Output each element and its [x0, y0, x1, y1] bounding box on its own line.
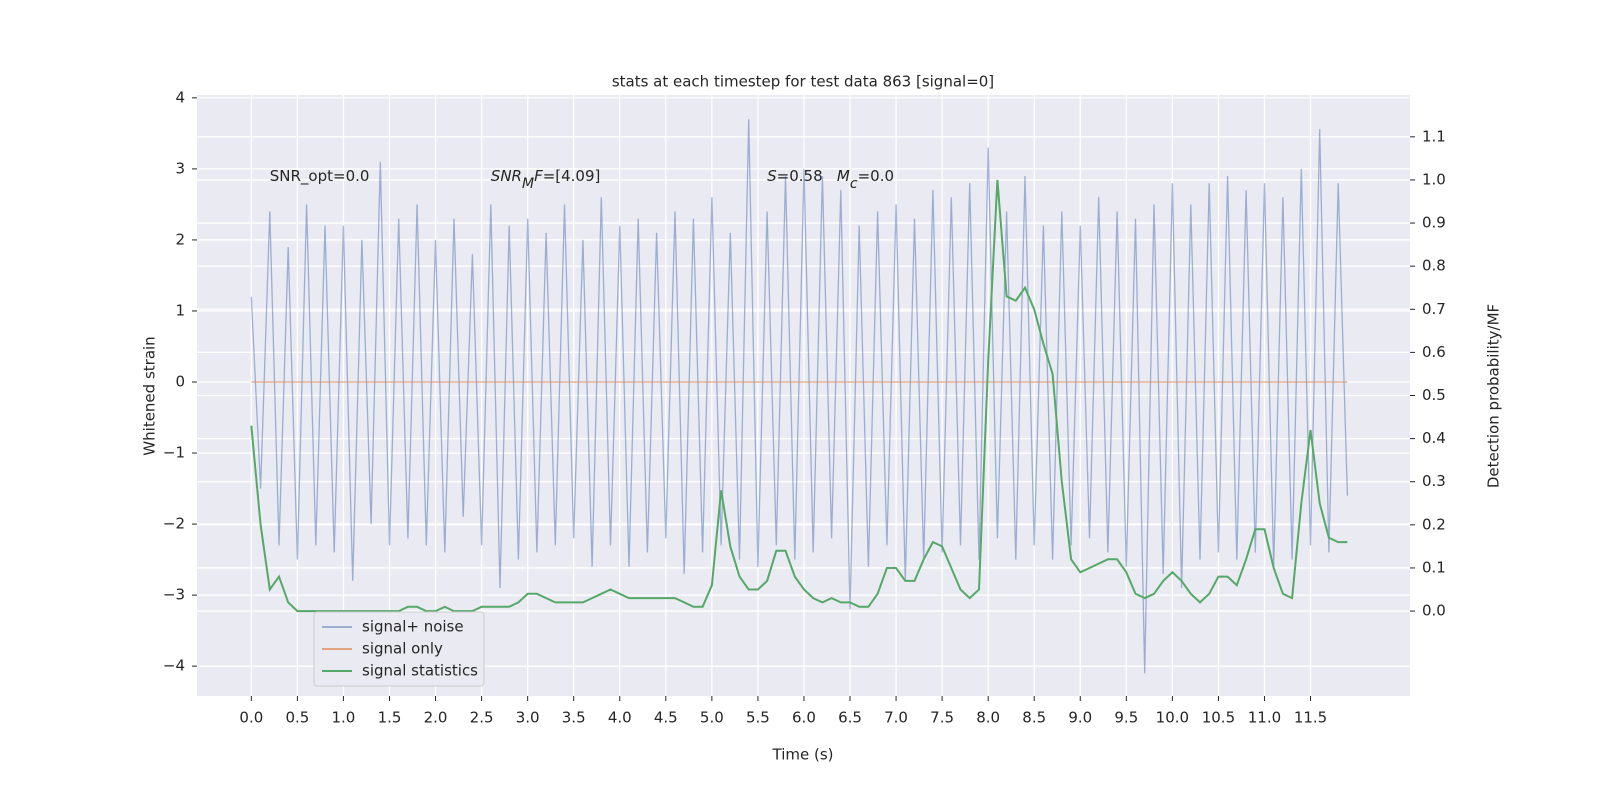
y2-tick-label: 0.6: [1422, 343, 1446, 361]
legend-label: signal+ noise: [362, 618, 464, 636]
series-line: [250, 179, 1348, 613]
annotation-part: F: [534, 166, 543, 184]
x-tick-label: 6.5: [838, 709, 862, 727]
y2-axis-label: Detection probability/MF: [1485, 304, 1503, 488]
annotation-part: =0.58: [777, 166, 837, 184]
x-tick-label: 10.0: [1156, 709, 1189, 727]
annotation-part: M: [522, 176, 534, 192]
x-tick-label: 8.5: [1022, 709, 1046, 727]
y-tick-label: −1: [163, 444, 185, 462]
x-tick-label: 3.0: [516, 709, 540, 727]
x-tick-label: 4.0: [608, 709, 632, 727]
x-tick-label: 2.5: [470, 709, 494, 727]
x-tick-label: 7.0: [884, 709, 908, 727]
annotation: S=0.58 Mc=0.0: [767, 166, 894, 192]
annotation: SNRMF=[4.09]: [491, 166, 601, 192]
x-axis-label: Time (s): [772, 746, 834, 764]
x-tick-label: 9.0: [1068, 709, 1092, 727]
y2-tick-label: 0.1: [1422, 558, 1446, 576]
annotation-part: M: [837, 166, 850, 184]
x-tick-label: 10.5: [1202, 709, 1235, 727]
y2-tick-label: 0.0: [1422, 602, 1446, 620]
y2-tick-label: 0.5: [1422, 386, 1446, 404]
series-line: [250, 119, 1349, 674]
x-tick-label: 2.0: [424, 709, 448, 727]
x-tick-label: 0.0: [239, 709, 263, 727]
y2-tick-label: 0.4: [1422, 429, 1446, 447]
x-tick-label: 3.5: [562, 709, 586, 727]
annotation-part: =[4.09]: [543, 166, 601, 184]
y2-tick-label: 0.2: [1422, 515, 1446, 533]
y-tick-label: 0: [175, 373, 185, 391]
y-tick-label: 2: [175, 230, 185, 248]
legend-box: [313, 611, 485, 687]
y-axis-label: Whitened strain: [141, 336, 159, 455]
chart-title: stats at each timestep for test data 863…: [612, 73, 994, 91]
x-tick-label: 9.5: [1114, 709, 1138, 727]
annotation-part: =0.0: [858, 166, 894, 184]
x-tick-label: 8.0: [976, 709, 1000, 727]
y2-tick-label: 0.7: [1422, 300, 1446, 318]
y2-tick-label: 0.3: [1422, 472, 1446, 490]
y2-tick-label: 1.1: [1422, 127, 1446, 145]
legend-label: signal only: [362, 640, 443, 658]
x-tick-label: 0.5: [285, 709, 309, 727]
annotation-part: c: [850, 176, 858, 192]
x-tick-label: 1.5: [378, 709, 402, 727]
x-tick-label: 1.0: [332, 709, 356, 727]
y2-tick-label: 0.9: [1422, 214, 1446, 232]
annotation-part: SNR: [491, 166, 522, 184]
x-tick-label: 5.5: [746, 709, 770, 727]
x-tick-label: 11.5: [1294, 709, 1327, 727]
annotation-part: SNR_opt=0.0: [270, 166, 370, 185]
annotation-part: S: [767, 166, 777, 184]
y-tick-label: 3: [175, 159, 185, 177]
y-tick-label: −4: [163, 657, 185, 675]
x-tick-label: 6.0: [792, 709, 816, 727]
y-tick-label: −3: [163, 586, 185, 604]
annotation: SNR_opt=0.0: [270, 166, 370, 185]
y2-tick-label: 0.8: [1422, 257, 1446, 275]
y2-tick-label: 1.0: [1422, 170, 1446, 188]
y-tick-label: 1: [175, 301, 185, 319]
x-tick-label: 7.5: [930, 709, 954, 727]
x-tick-label: 5.0: [700, 709, 724, 727]
y-tick-label: 4: [175, 88, 185, 106]
y-tick-label: −2: [163, 515, 185, 533]
x-tick-label: 4.5: [654, 709, 678, 727]
x-tick-label: 11.0: [1248, 709, 1281, 727]
legend-label: signal statistics: [362, 662, 478, 680]
